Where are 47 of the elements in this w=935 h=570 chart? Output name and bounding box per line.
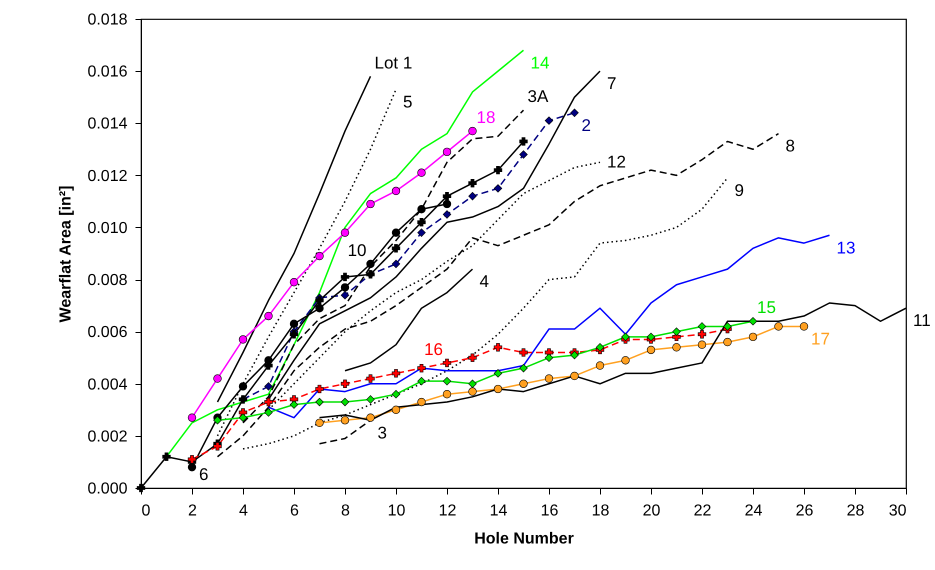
series-label: 11 <box>913 311 931 330</box>
x-tick-label: 14 <box>490 502 508 520</box>
y-axis-title: Wearflat Area [in²] <box>57 186 74 322</box>
x-tick-label: 18 <box>592 502 610 520</box>
series-label: 14 <box>530 53 550 72</box>
y-tick-label: 0.004 <box>87 376 128 394</box>
x-tick-label: 30 <box>888 502 907 520</box>
series-label: 16 <box>424 340 443 359</box>
x-tick-label: 26 <box>796 502 814 520</box>
x-tick-label: 4 <box>239 502 248 520</box>
y-tick-label: 0.000 <box>87 480 128 498</box>
series-label: 9 <box>734 180 744 200</box>
y-tick-label: 0.016 <box>87 64 128 81</box>
series-label: 3A <box>528 87 549 106</box>
x-tick-label: 6 <box>290 502 300 520</box>
series-label: Lot 1 <box>374 53 412 72</box>
series-label: 13 <box>836 238 856 258</box>
series-label: 12 <box>607 152 626 172</box>
series-label: 17 <box>811 329 830 348</box>
series-label: 3 <box>378 423 387 442</box>
series-label: 7 <box>607 74 616 94</box>
y-tick-label: 0.002 <box>87 428 128 446</box>
series-label: 4 <box>480 272 489 292</box>
x-tick-label: 16 <box>540 502 558 520</box>
y-tick-label: 0.008 <box>87 272 128 290</box>
x-tick-label: 28 <box>846 502 864 520</box>
x-tick-label: 10 <box>388 502 406 520</box>
x-tick-label: 8 <box>341 502 350 520</box>
x-axis-title: Hole Number <box>474 530 574 548</box>
x-tick-label: 2 <box>188 502 198 520</box>
x-tick-label: 20 <box>642 502 660 520</box>
series-label: 8 <box>786 136 795 156</box>
series-label: 15 <box>757 298 776 318</box>
series-label: 6 <box>199 464 208 484</box>
x-tick-label: 0 <box>142 502 150 520</box>
x-tick-label: 22 <box>694 502 712 520</box>
y-tick-label: 0.014 <box>87 116 128 133</box>
series-label: 2 <box>582 116 591 135</box>
y-tick-label: 0.006 <box>87 324 128 342</box>
x-tick-label: 12 <box>438 502 456 520</box>
series-label: 5 <box>403 92 412 112</box>
y-tick-label: 0.012 <box>87 168 128 185</box>
series-label: 10 <box>348 240 366 260</box>
y-tick-label: 0.018 <box>87 12 128 28</box>
y-tick-label: 0.010 <box>87 220 128 237</box>
series-label: 18 <box>476 108 496 128</box>
x-tick-label: 24 <box>744 502 762 520</box>
